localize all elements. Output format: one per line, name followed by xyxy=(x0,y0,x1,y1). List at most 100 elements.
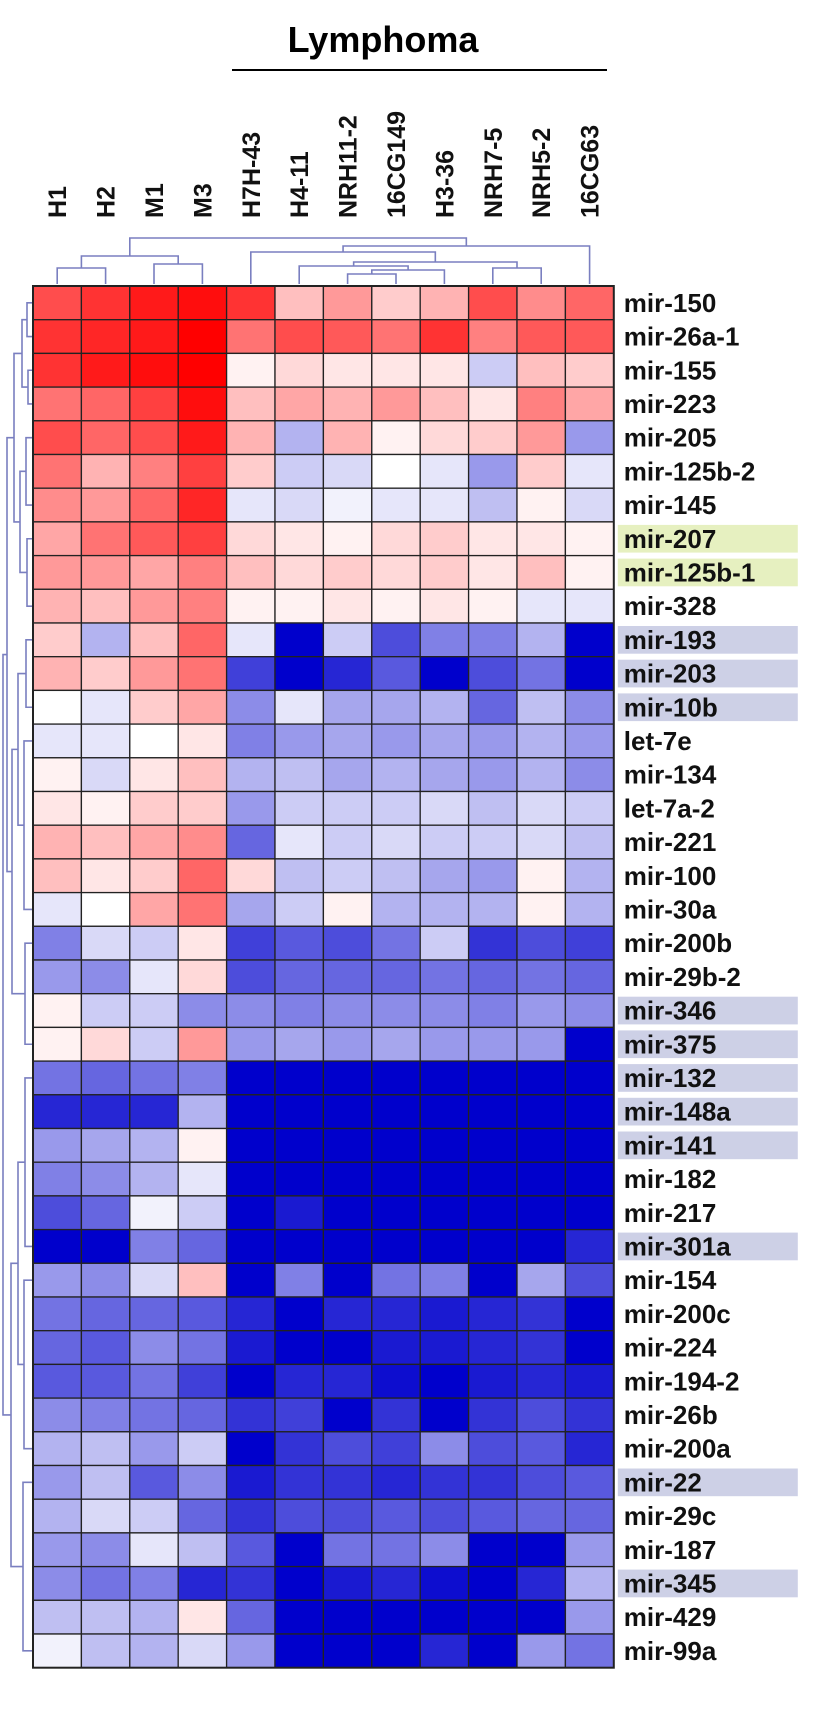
heatmap-cell xyxy=(516,1532,567,1568)
column-labels: H1 H2 M1 M3 H7H-43 H4-11 NRH11-2 16CG149 H3-36 NR… xyxy=(44,111,604,218)
heatmap-cell xyxy=(516,757,567,793)
heatmap-cell xyxy=(371,1498,421,1534)
heatmap-cell xyxy=(80,1363,131,1399)
heatmap-cell xyxy=(129,352,179,388)
group-header: Lymphoma xyxy=(232,19,607,71)
heatmap-cell xyxy=(371,1262,421,1298)
heatmap-cell xyxy=(177,1397,228,1433)
heatmap-cell xyxy=(177,453,228,489)
heatmap-cell xyxy=(80,1330,131,1366)
heatmap-cell xyxy=(129,1026,179,1062)
heatmap-cell xyxy=(516,420,567,456)
heatmap-cell xyxy=(467,656,518,692)
row-label: mir-150 xyxy=(624,288,717,318)
heatmap-cell xyxy=(564,925,615,961)
heatmap-cell xyxy=(225,1532,276,1568)
heatmap-cell xyxy=(419,1026,470,1062)
heatmap-cell xyxy=(564,285,615,321)
heatmap-cell xyxy=(322,1498,373,1534)
heatmap-cell xyxy=(564,891,615,927)
heatmap-cell xyxy=(516,1397,567,1433)
dendrogram-branch xyxy=(153,263,204,284)
dendrogram-branch xyxy=(492,267,542,284)
heatmap-cell xyxy=(80,723,131,759)
heatmap-cell xyxy=(129,319,179,355)
heatmap-cell xyxy=(467,1363,518,1399)
row-label: mir-193 xyxy=(624,625,717,655)
heatmap-cell xyxy=(322,891,373,927)
heatmap-cell xyxy=(32,588,83,624)
heatmap-cell xyxy=(274,1532,325,1568)
heatmap-cell xyxy=(80,1431,131,1467)
heatmap-cell xyxy=(371,352,421,388)
heatmap-cell xyxy=(80,891,131,927)
heatmap-cell xyxy=(225,757,276,793)
heatmap-cell xyxy=(129,1532,179,1568)
heatmap-cell xyxy=(80,1094,131,1130)
heatmap-cell xyxy=(322,1094,373,1130)
heatmap-cell xyxy=(371,1599,421,1635)
heatmap-cell xyxy=(129,858,179,894)
heatmap-cell xyxy=(177,1599,228,1635)
heatmap-cell xyxy=(516,1431,567,1467)
heatmap-cell xyxy=(467,790,518,826)
row-label: mir-141 xyxy=(624,1130,717,1160)
heatmap-cell xyxy=(322,487,373,523)
heatmap-cell xyxy=(129,959,179,995)
dendrogram-branch xyxy=(25,639,33,709)
heatmap-cell xyxy=(129,1262,179,1298)
heatmap-cell xyxy=(80,386,131,422)
heatmap-cell xyxy=(467,1195,518,1231)
heatmap-cell xyxy=(32,1464,83,1500)
heatmap-cell xyxy=(467,386,518,422)
heatmap-cell xyxy=(225,959,276,995)
row-label: mir-346 xyxy=(624,996,717,1026)
heatmap-cell xyxy=(371,386,421,422)
dendrogram-branch xyxy=(6,436,14,873)
heatmap-cell xyxy=(274,1498,325,1534)
dendrogram-branch xyxy=(56,267,107,284)
heatmap-cell xyxy=(129,487,179,523)
heatmap-cell xyxy=(274,656,325,692)
heatmap-cell xyxy=(371,420,421,456)
heatmap-cell xyxy=(177,1363,228,1399)
heatmap-cell xyxy=(371,790,421,826)
heatmap-cell xyxy=(225,689,276,725)
heatmap-cell xyxy=(371,993,421,1029)
heatmap-cell xyxy=(80,1060,131,1096)
heatmap-cell xyxy=(177,1296,228,1332)
heatmap-cell xyxy=(129,1060,179,1096)
heatmap-cell xyxy=(564,723,615,759)
row-highlight-mir-132 xyxy=(617,1064,798,1092)
heatmap-cell xyxy=(80,1464,131,1500)
heatmap-cell xyxy=(419,993,470,1029)
heatmap-cell xyxy=(274,352,325,388)
heatmap-cell xyxy=(80,1195,131,1231)
heatmap-cell xyxy=(80,1498,131,1534)
heatmap-cell xyxy=(467,824,518,860)
heatmap-cell xyxy=(371,1431,421,1467)
heatmap-cell xyxy=(129,1565,179,1601)
heatmap-cell xyxy=(322,993,373,1029)
row-label: let-7e xyxy=(624,726,692,756)
heatmap-cell xyxy=(177,1464,228,1500)
heatmap-cell xyxy=(80,757,131,793)
heatmap-cell xyxy=(419,1228,470,1264)
heatmap-cell xyxy=(371,319,421,355)
heatmap-cell xyxy=(467,622,518,658)
heatmap-cell xyxy=(371,588,421,624)
heatmap-cell xyxy=(564,1532,615,1568)
heatmap-cell xyxy=(516,1026,567,1062)
heatmap-cell xyxy=(32,723,83,759)
heatmap-cell xyxy=(225,1464,276,1500)
heatmap-cell xyxy=(371,622,421,658)
heatmap-cell xyxy=(467,1262,518,1298)
heatmap-cell xyxy=(419,1431,470,1467)
heatmap-cell xyxy=(564,1296,615,1332)
row-label: mir-125b-1 xyxy=(624,557,756,587)
heatmap-cell xyxy=(274,790,325,826)
heatmap-cell xyxy=(274,1565,325,1601)
heatmap-cell xyxy=(419,1161,470,1197)
heatmap-cell xyxy=(516,1330,567,1366)
heatmap-cell xyxy=(225,1330,276,1366)
